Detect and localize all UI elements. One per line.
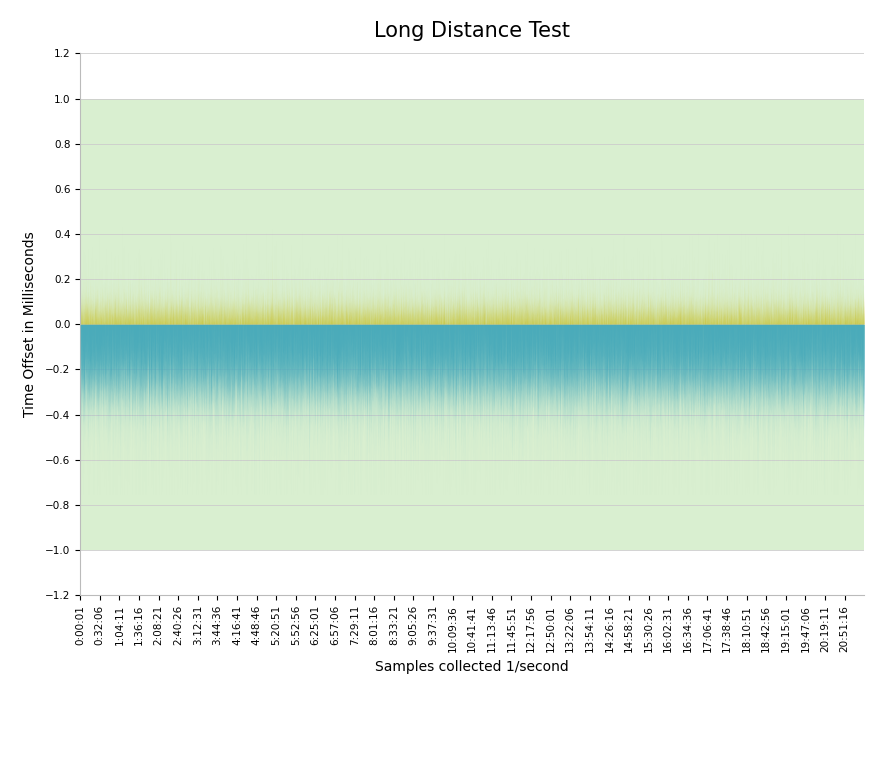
Bar xyxy=(80,98,864,550)
Y-axis label: Time Offset in Milliseconds: Time Offset in Milliseconds xyxy=(23,231,37,417)
X-axis label: Samples collected 1/second: Samples collected 1/second xyxy=(375,660,569,674)
Title: Long Distance Test: Long Distance Test xyxy=(374,21,570,40)
